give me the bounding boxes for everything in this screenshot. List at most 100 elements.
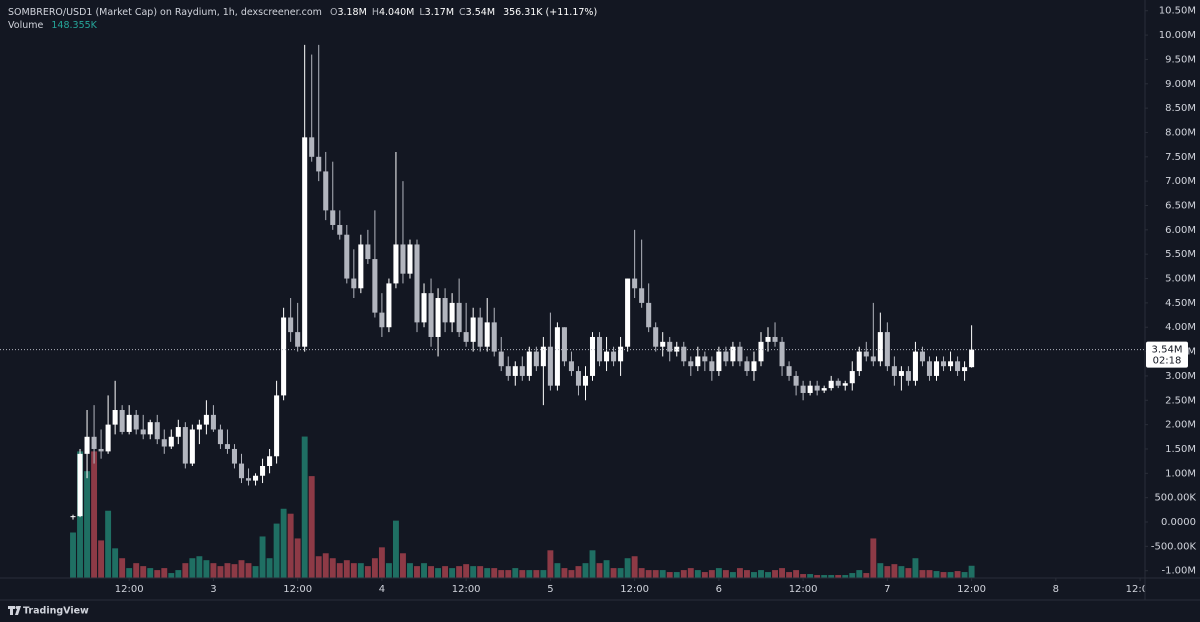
volume-bar bbox=[912, 558, 919, 578]
y-tick-label: 7.50M bbox=[1165, 152, 1196, 163]
volume-bar bbox=[154, 570, 161, 578]
volume-bar bbox=[175, 570, 182, 578]
volume-bar bbox=[729, 572, 736, 578]
volume-bar bbox=[91, 451, 98, 578]
candle-body bbox=[582, 375, 589, 386]
candle-body bbox=[477, 317, 483, 347]
candle-body bbox=[386, 283, 392, 328]
candle-body bbox=[295, 332, 301, 347]
volume-bar bbox=[273, 523, 280, 578]
candle-body bbox=[800, 385, 806, 393]
candle-body bbox=[105, 424, 111, 452]
y-tick-label: 9.50M bbox=[1165, 54, 1196, 65]
candle-body bbox=[807, 385, 813, 393]
candle-body bbox=[604, 351, 610, 362]
candle-body bbox=[77, 453, 83, 517]
volume-bar bbox=[772, 570, 778, 578]
y-tick-label: 0.0000 bbox=[1161, 517, 1196, 528]
candle-body bbox=[575, 371, 581, 386]
candle-body bbox=[758, 341, 764, 362]
y-tick-label: 10.50M bbox=[1159, 6, 1196, 17]
volume-bar bbox=[652, 570, 659, 578]
volume-bar bbox=[800, 574, 807, 578]
volume-bar bbox=[680, 570, 687, 578]
volume-bar bbox=[828, 575, 835, 578]
candle-body bbox=[646, 302, 652, 328]
candle-body bbox=[779, 341, 785, 367]
volume-bar bbox=[708, 570, 715, 578]
y-tick-label: 1.50M bbox=[1165, 444, 1196, 455]
volume-bar bbox=[294, 538, 301, 578]
candle-body bbox=[231, 448, 238, 464]
volume-bar bbox=[673, 572, 680, 578]
price-tag-box bbox=[1146, 341, 1188, 368]
volume-bar bbox=[891, 564, 898, 578]
candle-body bbox=[933, 361, 940, 376]
volume-bar bbox=[498, 570, 505, 578]
candle-body bbox=[288, 317, 294, 333]
volume-bar bbox=[779, 568, 786, 578]
volume-bar bbox=[568, 570, 575, 578]
volume-bar bbox=[659, 570, 666, 578]
volume-bar bbox=[400, 553, 406, 578]
candle-body bbox=[716, 351, 722, 372]
volume-bar bbox=[98, 540, 105, 578]
y-tick-label: 1.00M bbox=[1165, 468, 1196, 479]
candle-body bbox=[547, 346, 553, 386]
candle-body bbox=[428, 293, 434, 337]
candle-body bbox=[344, 234, 350, 279]
candle-body bbox=[695, 356, 701, 367]
candle-body bbox=[281, 317, 287, 396]
volume-bar bbox=[140, 566, 147, 578]
candle-body bbox=[884, 332, 890, 367]
volume-bar bbox=[694, 570, 701, 578]
volume-bar bbox=[224, 563, 231, 578]
volume-bar bbox=[814, 575, 821, 578]
candle-body bbox=[323, 171, 329, 211]
volume-bar bbox=[512, 568, 519, 578]
candle-body bbox=[891, 366, 897, 376]
candle-body bbox=[519, 366, 525, 376]
candle-body bbox=[618, 346, 624, 362]
candle-body bbox=[238, 463, 245, 479]
volume-bar bbox=[687, 568, 694, 578]
volume-bar bbox=[645, 570, 652, 578]
candle-body bbox=[126, 414, 132, 432]
candle-body bbox=[919, 351, 925, 362]
candle-body bbox=[955, 361, 961, 372]
candle-body bbox=[589, 336, 596, 376]
candle-body bbox=[112, 410, 118, 425]
ohlc-value: 3.17M bbox=[424, 7, 455, 18]
x-tick-label: 12:00 bbox=[115, 584, 144, 595]
volume-bar bbox=[119, 558, 126, 578]
candle-body bbox=[709, 361, 715, 372]
y-tick-label: 4.50M bbox=[1165, 298, 1196, 309]
volume-bar bbox=[336, 563, 343, 578]
candle-body bbox=[337, 224, 343, 235]
candle-body bbox=[470, 317, 476, 342]
change-value: 356.31K (+11.17%) bbox=[503, 7, 598, 18]
legend-header: SOMBRERO/USD1 (Market Cap) on Raydium, 1… bbox=[8, 6, 597, 32]
candle-body bbox=[512, 366, 518, 376]
candle-body bbox=[765, 336, 771, 342]
volume-bar bbox=[266, 558, 273, 578]
x-tick-label: 12:00 bbox=[283, 584, 312, 595]
candle-body bbox=[203, 414, 209, 425]
volume-bar bbox=[575, 566, 582, 578]
candle-body bbox=[463, 332, 469, 342]
candle-body bbox=[316, 156, 322, 172]
volume-bar bbox=[407, 563, 413, 578]
volume-bar bbox=[280, 508, 287, 578]
candle-body bbox=[491, 322, 497, 352]
volume-bar bbox=[189, 558, 196, 578]
candle-body bbox=[835, 380, 841, 386]
y-tick-label: 8.00M bbox=[1165, 127, 1196, 138]
y-tick-label: 6.50M bbox=[1165, 201, 1196, 212]
candle-body bbox=[274, 395, 280, 457]
candle-body bbox=[379, 312, 385, 328]
countdown-label: 02:18 bbox=[1153, 356, 1182, 367]
volume-bar bbox=[736, 568, 743, 578]
candle-body bbox=[969, 349, 975, 368]
volume-bar bbox=[161, 568, 168, 578]
